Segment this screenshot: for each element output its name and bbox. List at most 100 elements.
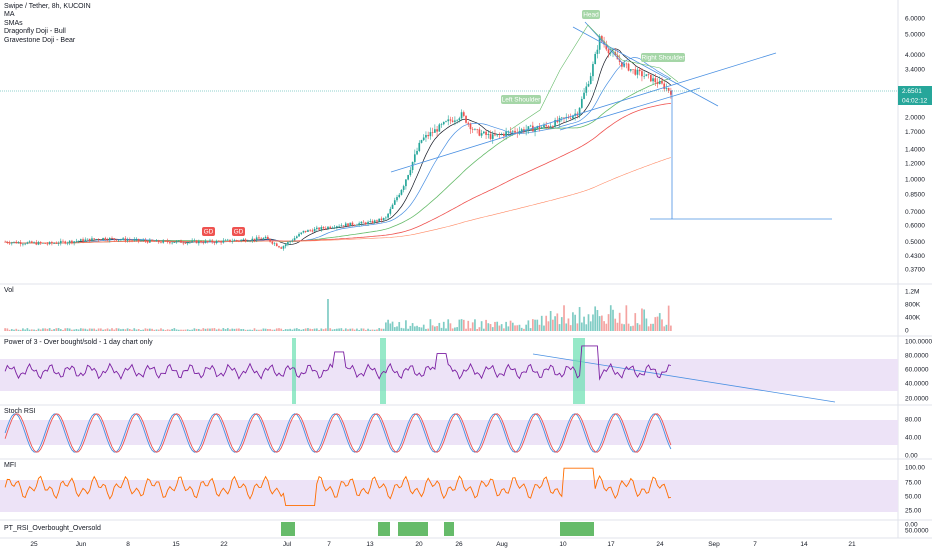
candle-body (373, 220, 376, 223)
volume-bar (322, 329, 325, 331)
candle-body (396, 197, 398, 201)
volume-bar (160, 328, 162, 331)
chart-legend: Swipe / Tether, 8h, KUCOIN MA SMAs Drago… (4, 3, 91, 45)
volume-bar (175, 329, 178, 331)
volume-bar (133, 328, 136, 331)
candle-body (91, 238, 93, 241)
volume-bar (115, 328, 118, 331)
candle-body (137, 238, 140, 241)
candle-body (180, 240, 182, 243)
volume-bar (373, 329, 376, 331)
time-axis[interactable]: 25 Jun 8 15 22 Jul 7 13 20 26 Aug 10 17 24 Sep 7 14 21 (30, 541, 856, 548)
volume-bar (215, 329, 218, 331)
volume-bar (536, 319, 539, 331)
volume-bar (409, 325, 412, 331)
volume-bar (487, 323, 490, 331)
volume-bar (84, 328, 87, 331)
indicator-ma[interactable]: MA (4, 11, 15, 19)
volume-bar (603, 321, 605, 331)
candle-body (66, 242, 69, 244)
candle-body (489, 134, 492, 139)
candle-body (273, 243, 276, 245)
symbol-title[interactable]: Swipe / Tether, 8h, KUCOIN (4, 3, 91, 10)
volume-bar (520, 327, 523, 331)
power-pane-title[interactable]: Power of 3 - Over bought/sold - 1 day ch… (4, 339, 153, 346)
candle-body (311, 230, 314, 232)
volume-bar (264, 328, 267, 331)
candle-body (284, 244, 287, 247)
price-axis[interactable]: 6.0000 5.0000 4.0000 3.4000 2.0000 1.7000 1.40… (898, 15, 932, 273)
volume-bar (142, 329, 145, 331)
volume-bar (278, 328, 280, 331)
candle-body (37, 242, 40, 245)
candle-body (30, 241, 33, 243)
volume-bar (402, 328, 405, 331)
volume-bar (654, 317, 657, 331)
candle-body (39, 242, 42, 244)
candle-body (349, 222, 352, 226)
candle-body (169, 242, 171, 244)
volume-bar (224, 329, 227, 331)
volume-bar (645, 318, 648, 331)
volume-bar (442, 321, 445, 331)
volume-bar (269, 328, 271, 331)
indicator-gravestone[interactable]: Gravestone Doji - Bear (4, 36, 76, 44)
candle-body (264, 236, 267, 239)
candle-body (638, 69, 641, 72)
volume-bar (149, 328, 151, 331)
indicator-smas[interactable]: SMAs (4, 19, 23, 27)
candle-body (560, 117, 563, 119)
volume-bar (349, 328, 352, 331)
volume-bar (560, 317, 563, 331)
power-band (0, 359, 898, 391)
candle-body (356, 224, 358, 226)
volume-bar (531, 319, 534, 331)
candle-body (293, 238, 296, 241)
volume-bar (643, 309, 646, 331)
mfi-series (4, 467, 671, 507)
volume-tick: 0 (905, 327, 909, 334)
volume-bar (340, 328, 343, 331)
candle-body (302, 230, 305, 233)
pt-pane-title[interactable]: PT_RSI_Overbought_Oversold (4, 525, 101, 532)
volume-bar (618, 312, 621, 331)
volume-bar (169, 329, 171, 331)
pt-signal-0 (281, 522, 295, 536)
volume-bar (380, 328, 383, 331)
volume-bar (253, 328, 256, 331)
volume-bar (86, 329, 89, 331)
candle-body (84, 239, 87, 242)
candle-body (369, 221, 372, 222)
indicator-dragonfly[interactable]: Dragonfly Doji - Bull (4, 28, 66, 36)
candle-body (520, 129, 523, 131)
volume-bar (467, 320, 470, 331)
volume-bar (405, 320, 407, 331)
volume-bar (77, 329, 80, 331)
volume-bar (231, 328, 234, 331)
volume-bar (189, 329, 191, 331)
volume-bar (186, 329, 189, 331)
volume-bar (594, 306, 597, 331)
candle-body (587, 83, 590, 87)
candle-body (44, 243, 47, 244)
pt-signal-2 (398, 522, 428, 536)
volume-bar (667, 305, 670, 331)
volume-bar (197, 328, 200, 331)
volume-bar (507, 326, 510, 331)
candle-body (124, 238, 127, 241)
volume-pane-title[interactable]: Vol (4, 287, 14, 294)
stoch-pane-title[interactable]: Stoch RSI (4, 408, 36, 415)
candle-body (309, 230, 312, 231)
mfi-pane-title[interactable]: MFI (4, 462, 17, 469)
time-tick: Aug (496, 541, 508, 548)
volume-bar (4, 328, 6, 331)
candle-body (108, 238, 111, 241)
ma-200-line (5, 157, 671, 244)
volume-bar (238, 328, 240, 331)
head-label-bg (582, 10, 600, 19)
volume-bar (474, 319, 476, 331)
volume-bar (483, 328, 485, 331)
volume-bar (235, 328, 238, 331)
volume-bar (28, 329, 31, 331)
